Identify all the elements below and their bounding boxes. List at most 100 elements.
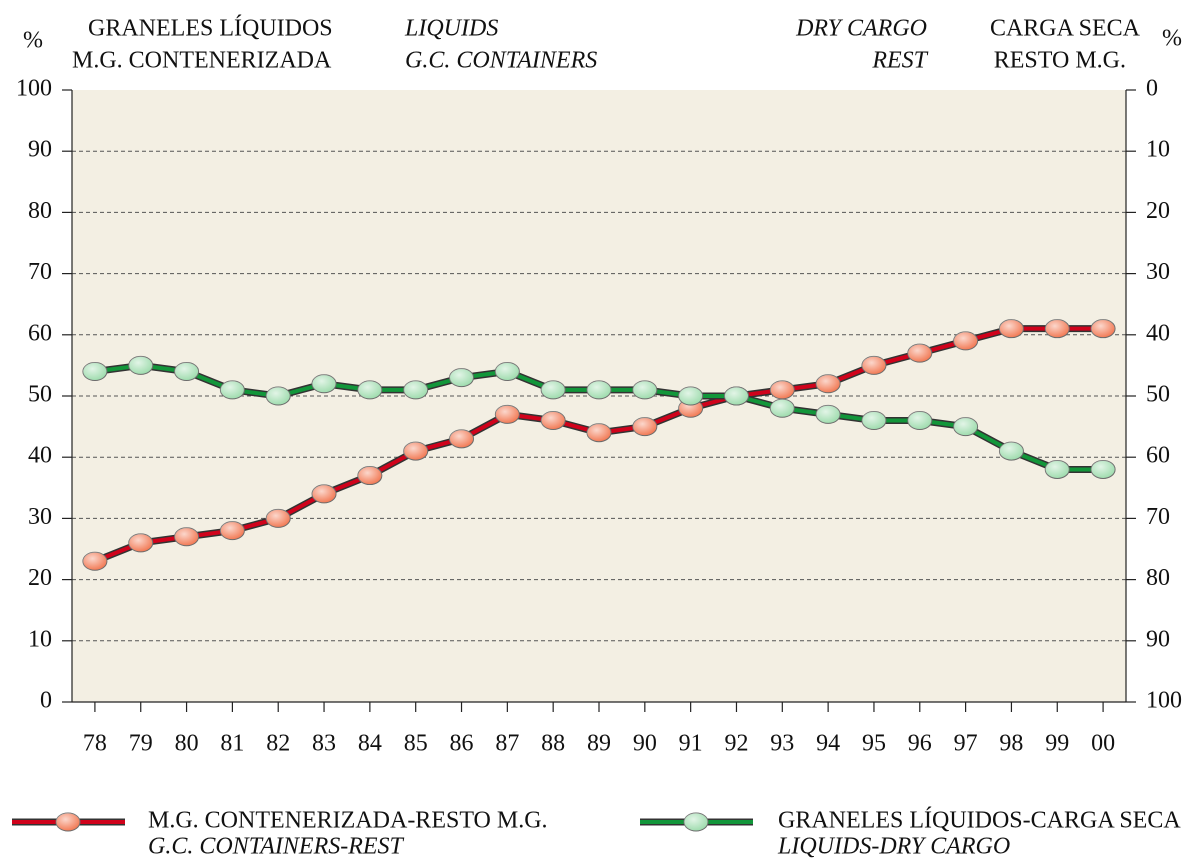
point-shine [1045,460,1070,479]
x-tick-label: 00 [1091,731,1115,757]
x-tick-label: 85 [404,731,428,757]
point-shine [999,319,1024,338]
x-tick-label: 80 [175,731,199,757]
header: M.G. CONTENERIZADA [72,48,332,74]
point-shine [220,380,245,399]
x-tick-label: 97 [954,731,978,757]
y-tick-label: 30 [28,504,52,530]
y2-tick-label: 50 [1146,382,1170,408]
point-shine [403,380,428,399]
point-shine [266,387,291,405]
x-tick-label: 81 [220,731,244,757]
legend-marker-shine [684,813,708,831]
point-shine [357,380,382,399]
point-shine [495,362,520,381]
header: CARGA SECA [990,16,1141,42]
point-shine [1091,319,1116,338]
y-tick-label: 50 [28,382,52,408]
y-tick-label: 80 [28,198,52,224]
point-shine [128,356,153,375]
point-shine [312,484,337,503]
point-shine [220,521,245,540]
point-shine [1045,319,1070,338]
x-tick-label: 86 [450,731,474,757]
legend-label: GRANELES LÍQUIDOS-CARGA SECA [778,808,1181,834]
y-axis-label: % [23,28,43,54]
point-shine [861,411,886,430]
point-shine [907,411,932,430]
y2-tick-label: 0 [1146,76,1158,102]
point-shine [174,527,199,546]
x-tick-label: 90 [633,731,657,757]
point-shine [82,362,107,381]
point-shine [449,368,474,387]
x-tick-label: 91 [679,731,703,757]
point-shine [174,362,199,381]
y2-tick-label: 30 [1146,259,1170,285]
y2-tick-label: 100 [1146,688,1182,714]
y2-tick-label: 60 [1146,443,1170,469]
y-tick-label: 0 [40,688,52,714]
y2-tick-label: 40 [1146,320,1170,346]
x-tick-label: 94 [816,731,840,757]
y2-tick-label: 80 [1146,565,1170,591]
x-tick-label: 82 [266,731,290,757]
y2-tick-label: 70 [1146,504,1170,530]
x-tick-label: 98 [999,731,1023,757]
point-shine [541,411,566,430]
y-tick-label: 10 [28,626,52,652]
header: GRANELES LÍQUIDOS [88,16,333,42]
y2-tick-label: 20 [1146,198,1170,224]
y-tick-label: 70 [28,259,52,285]
point-shine [907,344,932,363]
point-shine [541,380,566,399]
x-tick-label: 84 [358,731,382,757]
point-shine [953,331,978,350]
point-shine [449,429,474,448]
header: RESTO M.G. [994,48,1126,74]
x-tick-label: 79 [129,731,153,757]
y2-tick-label: 90 [1146,626,1170,652]
header: DRY CARGO [795,16,927,42]
point-shine [495,405,520,424]
point-shine [312,374,337,393]
point-shine [128,533,153,552]
point-shine [861,356,886,375]
x-tick-label: 83 [312,731,336,757]
point-shine [770,399,795,418]
point-shine [953,417,978,436]
x-tick-label: 89 [587,731,611,757]
x-tick-label: 78 [83,731,107,757]
y-tick-label: 90 [28,137,52,163]
y-tick-label: 20 [28,565,52,591]
x-tick-label: 92 [724,731,748,757]
point-shine [266,509,291,528]
y2-axis-label: % [1162,26,1182,52]
legend-label: M.G. CONTENERIZADA-RESTO M.G. [148,808,548,834]
legend-marker-shine [56,813,80,831]
point-shine [632,380,657,399]
point-shine [403,442,428,461]
legend-label-en: G.C. CONTAINERS-REST [148,834,405,860]
header: G.C. CONTAINERS [405,48,597,74]
x-tick-label: 87 [495,731,519,757]
point-shine [770,380,795,399]
y-tick-label: 60 [28,320,52,346]
point-shine [724,387,749,405]
legend-label-en: LIQUIDS-DRY CARGO [777,834,1010,860]
point-shine [999,442,1024,461]
header: REST [871,48,928,74]
x-tick-label: 96 [908,731,932,757]
x-tick-label: 93 [770,731,794,757]
point-shine [1091,460,1116,479]
point-shine [816,405,841,424]
point-shine [357,466,382,485]
x-tick-label: 99 [1045,731,1069,757]
header: LIQUIDS [404,16,498,42]
point-shine [587,423,611,442]
point-shine [678,387,703,405]
point-shine [632,417,657,436]
x-tick-label: 88 [541,731,565,757]
y-tick-label: 100 [16,76,52,102]
point-shine [587,380,611,399]
